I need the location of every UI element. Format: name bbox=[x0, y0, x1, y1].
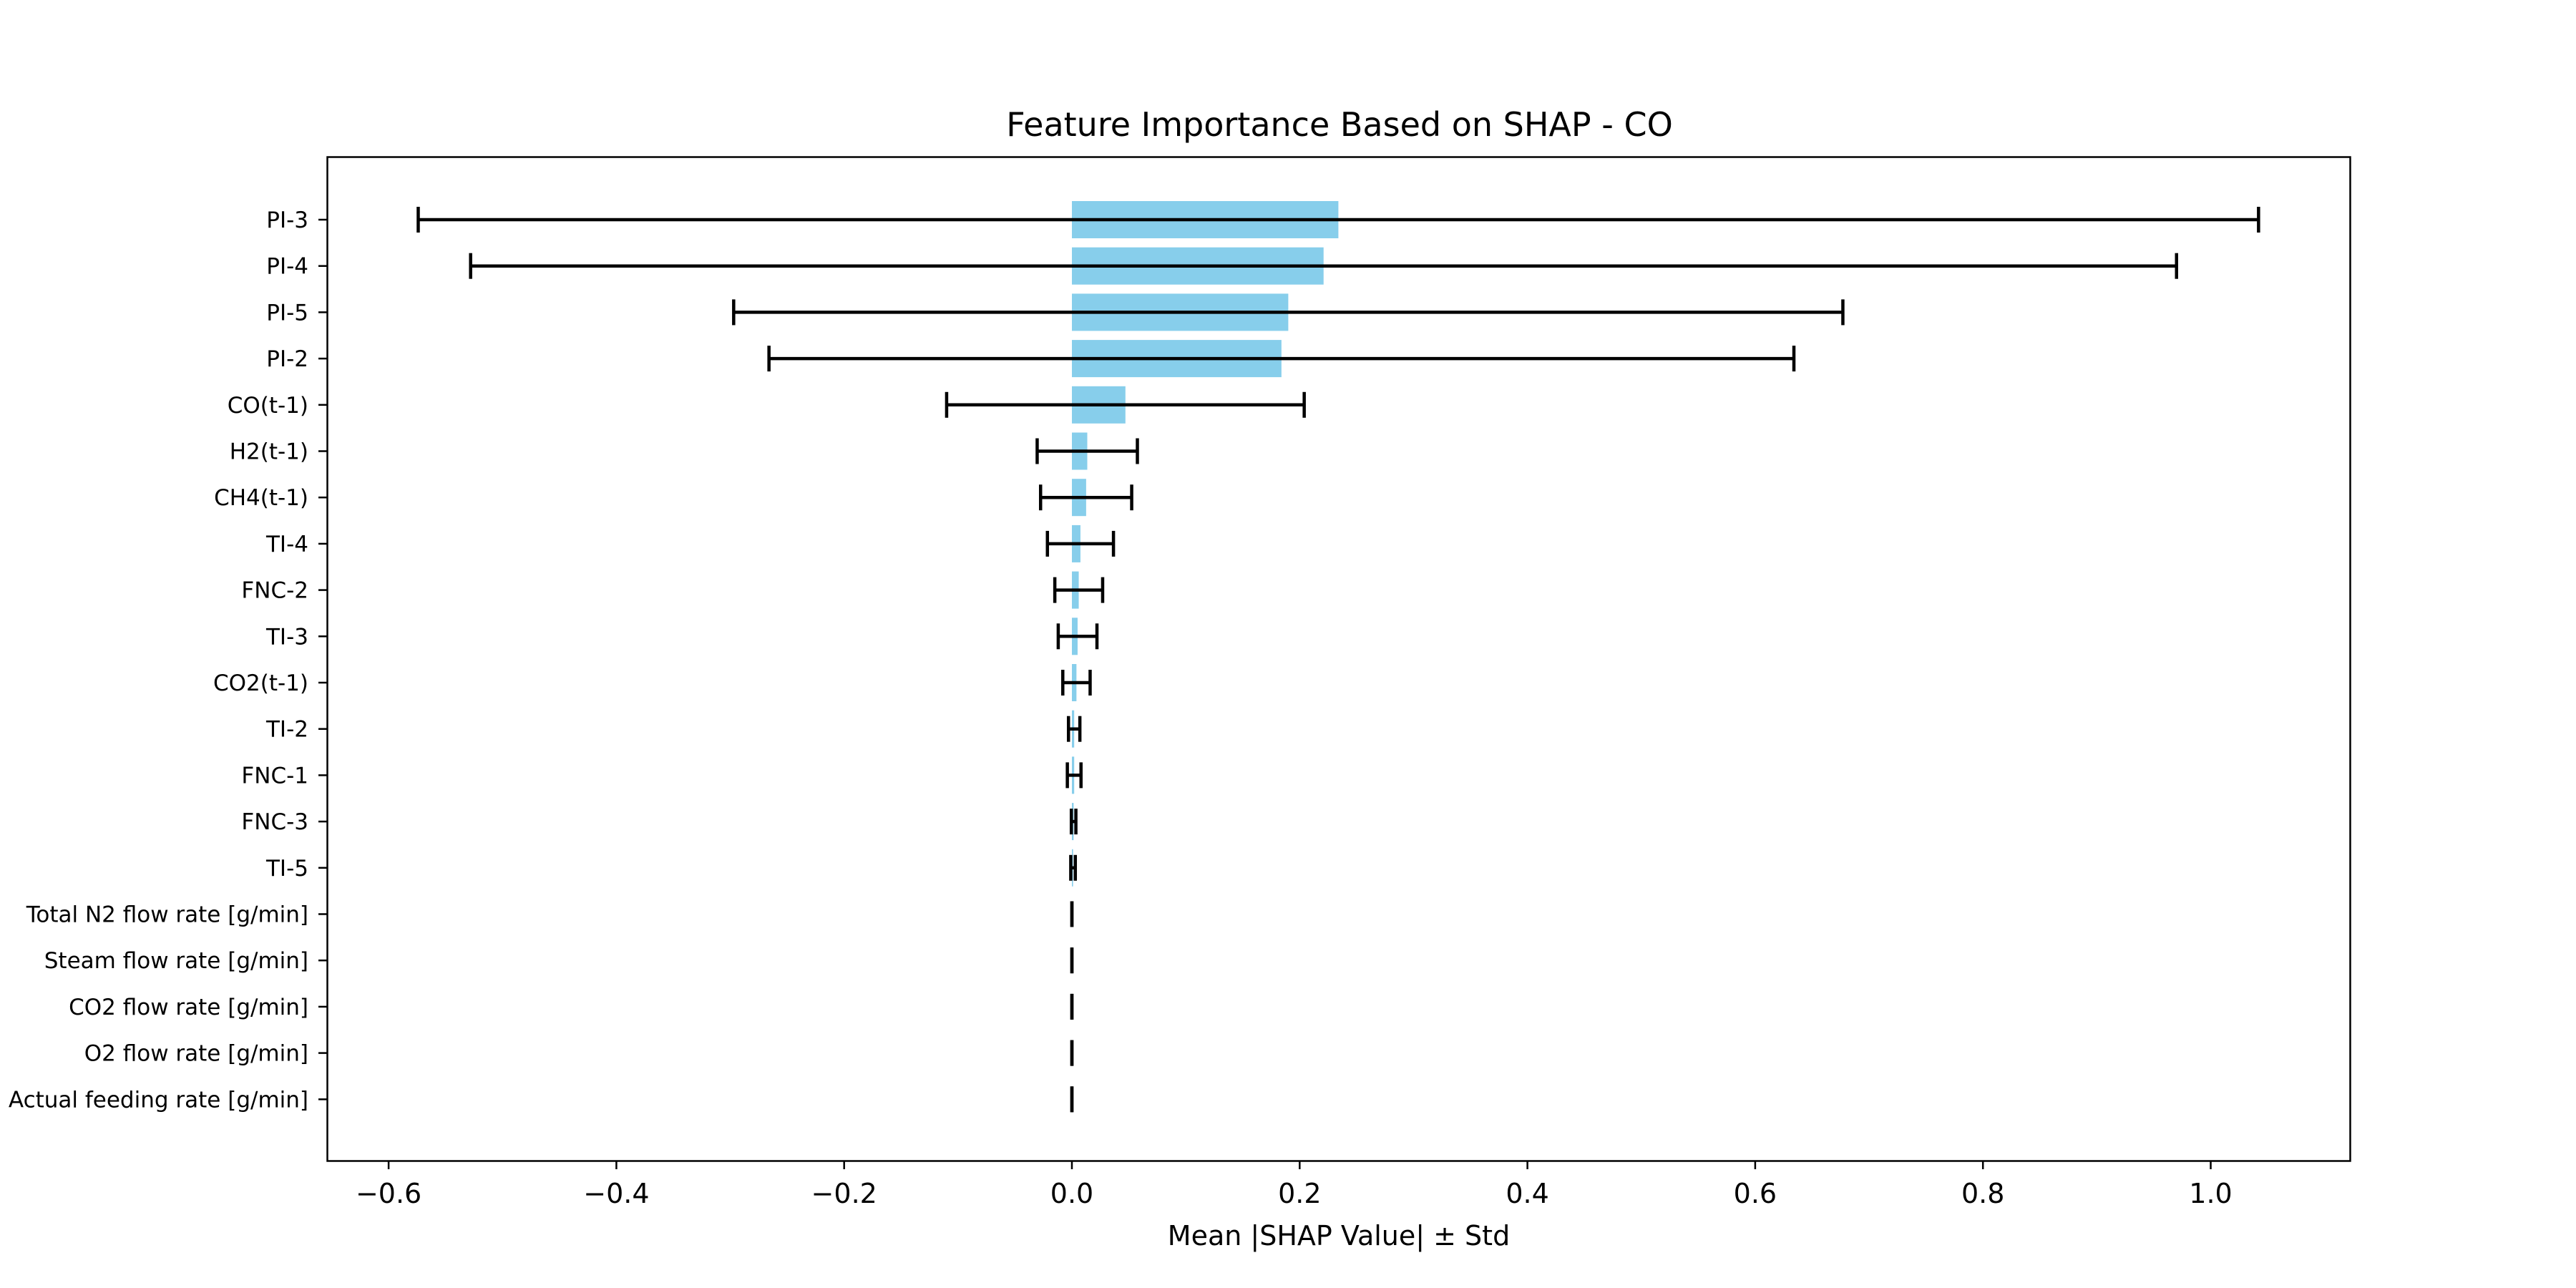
error-bar-ti-2 bbox=[1066, 716, 1082, 742]
error-bar-fnc-3 bbox=[1069, 809, 1078, 835]
x-tick-label: 0.2 bbox=[1278, 1178, 1321, 1209]
y-tick-label: FNC-1 bbox=[241, 763, 308, 789]
y-tick-label: Total N2 flow rate [g/min] bbox=[26, 902, 308, 928]
y-tick-label: Steam flow rate [g/min] bbox=[44, 948, 308, 974]
error-bar-fnc-1 bbox=[1065, 762, 1083, 789]
error-bar-pi-4 bbox=[469, 253, 2179, 279]
y-tick-label: TI-4 bbox=[265, 532, 308, 557]
error-bar-ti-5 bbox=[1069, 854, 1078, 881]
x-tick-label: 0.4 bbox=[1506, 1178, 1548, 1209]
error-bar-pi-3 bbox=[416, 207, 2260, 233]
error-bar-pi-5 bbox=[732, 299, 1845, 326]
plot-frame bbox=[326, 156, 2351, 1162]
error-bar-co2-t-1 bbox=[1061, 670, 1092, 696]
y-tick-label: O2 flow rate [g/min] bbox=[84, 1041, 308, 1067]
x-tick-label: −0.2 bbox=[811, 1178, 877, 1209]
y-tick-label: PI-4 bbox=[266, 254, 308, 280]
error-bar-ch4-t-1 bbox=[1038, 484, 1133, 511]
y-tick-label: Actual feeding rate [g/min] bbox=[9, 1087, 308, 1113]
y-tick-label: PI-3 bbox=[266, 208, 308, 233]
y-tick-label: FNC-3 bbox=[241, 809, 308, 835]
x-tick-label: −0.4 bbox=[583, 1178, 649, 1209]
y-tick-label: PI-5 bbox=[266, 300, 308, 326]
x-tick-label: 1.0 bbox=[2189, 1178, 2232, 1209]
error-bar-fnc-2 bbox=[1053, 577, 1105, 603]
y-tick-label: CO2 flow rate [g/min] bbox=[69, 995, 308, 1020]
x-axis: −0.6 −0.4 −0.2 0.0 0.2 0.4 0.6 0.8 1.0 bbox=[356, 1161, 2233, 1209]
error-bar-ti-3 bbox=[1056, 623, 1099, 650]
x-axis-label: Mean |SHAP Value| ± Std bbox=[1168, 1220, 1510, 1252]
error-bar-pi-2 bbox=[767, 346, 1796, 372]
error-bar-co-t-1 bbox=[945, 391, 1306, 418]
y-tick-label: FNC-2 bbox=[241, 578, 308, 604]
x-tick-label: 0.8 bbox=[1961, 1178, 2004, 1209]
y-axis: PI-3 PI-4 PI-5 PI-2 CO(t-1) H2(t-1) CH4(t-1) TI… bbox=[9, 208, 327, 1113]
error-bars-layer bbox=[416, 207, 2260, 1113]
x-tick-label: 0.6 bbox=[1734, 1178, 1777, 1209]
error-bar-ti-4 bbox=[1045, 530, 1116, 557]
y-tick-label: TI-5 bbox=[265, 856, 308, 882]
chart-title: Feature Importance Based on SHAP - CO bbox=[1006, 105, 1673, 144]
y-tick-label: CH4(t-1) bbox=[214, 485, 308, 511]
x-tick-label: −0.6 bbox=[356, 1178, 421, 1209]
y-tick-label: TI-3 bbox=[265, 624, 308, 650]
error-bar-h2-t-1 bbox=[1035, 438, 1139, 464]
y-tick-label: CO2(t-1) bbox=[213, 670, 308, 696]
y-tick-label: PI-2 bbox=[266, 346, 308, 372]
y-tick-label: CO(t-1) bbox=[228, 393, 308, 419]
y-tick-label: H2(t-1) bbox=[230, 439, 308, 465]
x-tick-label: 0.0 bbox=[1050, 1178, 1093, 1209]
y-tick-label: TI-2 bbox=[265, 717, 308, 743]
